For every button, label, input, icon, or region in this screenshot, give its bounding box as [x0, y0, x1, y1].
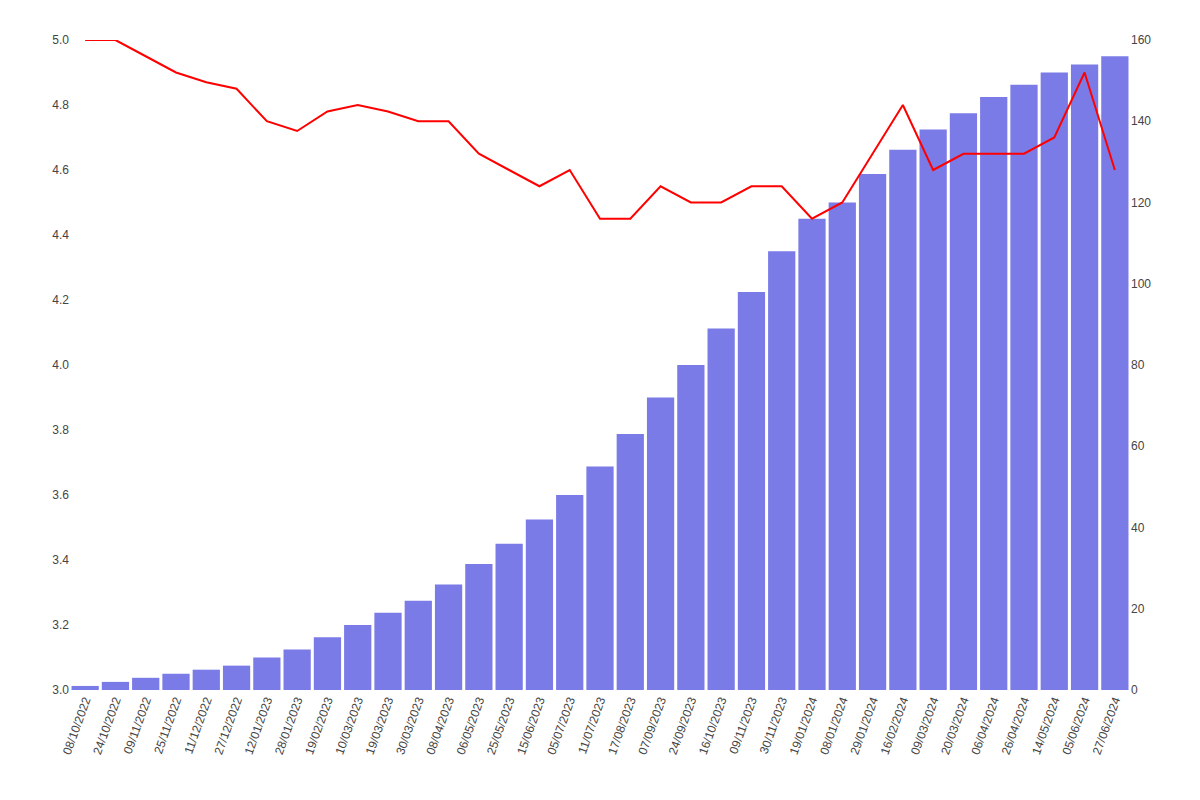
- svg-text:07/09/2023: 07/09/2023: [635, 695, 669, 757]
- svg-text:20/03/2024: 20/03/2024: [938, 695, 972, 757]
- svg-text:16/02/2024: 16/02/2024: [878, 695, 912, 757]
- svg-text:19/02/2023: 19/02/2023: [302, 695, 336, 757]
- svg-text:08/04/2023: 08/04/2023: [423, 695, 457, 757]
- svg-text:5.0: 5.0: [52, 33, 69, 47]
- svg-text:16/10/2023: 16/10/2023: [696, 695, 730, 757]
- svg-text:09/11/2022: 09/11/2022: [121, 695, 155, 756]
- svg-text:25/11/2022: 25/11/2022: [151, 695, 185, 756]
- svg-text:19/01/2024: 19/01/2024: [787, 695, 821, 757]
- svg-text:4.4: 4.4: [52, 228, 69, 242]
- svg-text:12/01/2023: 12/01/2023: [242, 695, 276, 757]
- svg-text:60: 60: [1131, 439, 1145, 453]
- svg-text:3.0: 3.0: [52, 683, 69, 697]
- svg-text:4.6: 4.6: [52, 163, 69, 177]
- svg-text:08/01/2024: 08/01/2024: [817, 695, 851, 757]
- svg-text:11/07/2023: 11/07/2023: [575, 695, 609, 756]
- svg-text:10/03/2023: 10/03/2023: [332, 695, 366, 757]
- svg-text:30/11/2023: 30/11/2023: [757, 695, 791, 756]
- svg-text:40: 40: [1131, 521, 1145, 535]
- svg-text:4.2: 4.2: [52, 293, 69, 307]
- svg-text:29/01/2024: 29/01/2024: [847, 695, 881, 757]
- svg-text:120: 120: [1131, 196, 1151, 210]
- svg-text:24/09/2023: 24/09/2023: [666, 695, 700, 757]
- svg-text:15/06/2023: 15/06/2023: [514, 695, 548, 757]
- svg-text:3.4: 3.4: [52, 553, 69, 567]
- svg-text:09/03/2024: 09/03/2024: [908, 695, 942, 757]
- svg-text:19/03/2023: 19/03/2023: [363, 695, 397, 757]
- svg-text:09/11/2023: 09/11/2023: [726, 695, 760, 756]
- svg-text:20: 20: [1131, 602, 1145, 616]
- svg-text:17/08/2023: 17/08/2023: [605, 695, 639, 757]
- svg-text:05/06/2024: 05/06/2024: [1059, 695, 1093, 757]
- svg-text:4.0: 4.0: [52, 358, 69, 372]
- svg-text:3.2: 3.2: [52, 618, 69, 632]
- svg-text:27/12/2022: 27/12/2022: [211, 695, 245, 757]
- svg-text:25/05/2023: 25/05/2023: [484, 695, 518, 757]
- svg-text:06/05/2023: 06/05/2023: [454, 695, 488, 757]
- svg-text:30/03/2023: 30/03/2023: [393, 695, 427, 757]
- svg-text:140: 140: [1131, 114, 1151, 128]
- svg-text:80: 80: [1131, 358, 1145, 372]
- svg-text:24/10/2022: 24/10/2022: [90, 695, 124, 757]
- svg-text:06/04/2024: 06/04/2024: [968, 695, 1002, 757]
- svg-text:27/06/2024: 27/06/2024: [1090, 695, 1124, 757]
- svg-text:160: 160: [1131, 33, 1151, 47]
- svg-text:26/04/2024: 26/04/2024: [999, 695, 1033, 757]
- svg-text:100: 100: [1131, 277, 1151, 291]
- svg-text:3.8: 3.8: [52, 423, 69, 437]
- svg-text:28/01/2023: 28/01/2023: [272, 695, 306, 757]
- svg-text:11/12/2022: 11/12/2022: [181, 695, 215, 756]
- svg-text:0: 0: [1131, 683, 1138, 697]
- svg-text:05/07/2023: 05/07/2023: [544, 695, 578, 757]
- svg-text:3.6: 3.6: [52, 488, 69, 502]
- svg-text:14/05/2024: 14/05/2024: [1029, 695, 1063, 757]
- svg-text:08/10/2022: 08/10/2022: [60, 695, 94, 757]
- svg-text:4.8: 4.8: [52, 98, 69, 112]
